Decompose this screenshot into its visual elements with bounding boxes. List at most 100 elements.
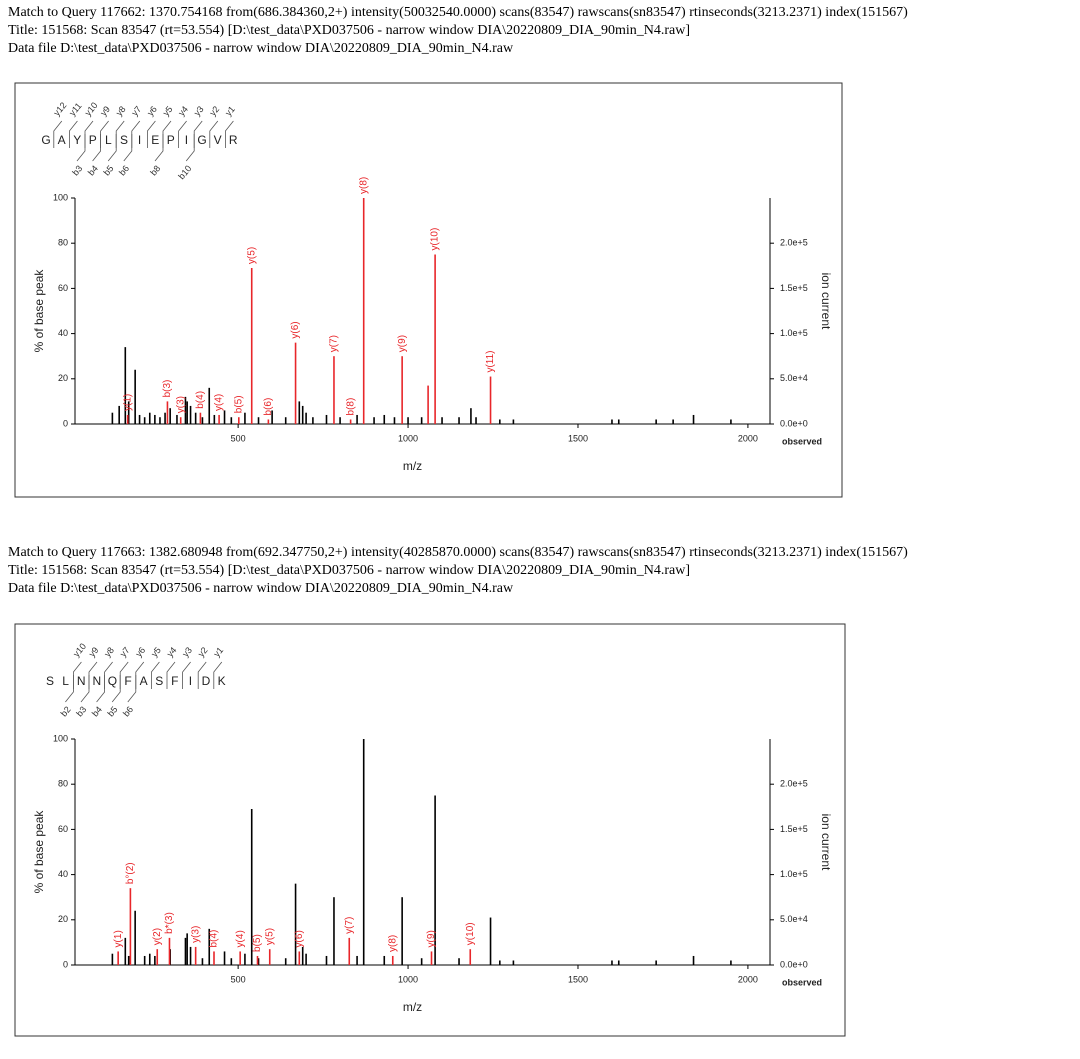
peak-label: y(3) — [175, 396, 186, 413]
b-ion-label: b5 — [101, 163, 115, 177]
x-tick-label: 1000 — [398, 974, 418, 984]
peak-label: y(5) — [264, 928, 275, 945]
y-ion-marker — [197, 661, 207, 689]
residue: G — [197, 133, 206, 147]
y-tick-label: 100 — [53, 192, 68, 202]
residue: A — [140, 674, 148, 688]
peak-label: y(10) — [430, 228, 441, 251]
y2-tick-label: 2.0e+5 — [780, 238, 808, 248]
residue: V — [214, 133, 222, 147]
b-ion-marker — [111, 675, 121, 703]
heading-line: Title: 151568: Scan 83547 (rt=53.554) [D… — [8, 23, 690, 38]
residue: L — [105, 133, 112, 147]
x-tick-label: 1500 — [568, 974, 588, 984]
peak-label: b(4) — [195, 391, 206, 409]
residue: S — [120, 133, 128, 147]
y2-tick-label: 1.5e+5 — [780, 824, 808, 834]
peak-label: y(5) — [246, 247, 257, 264]
residue: Y — [73, 133, 81, 147]
observed-label: observed — [782, 436, 822, 446]
residue: R — [229, 133, 238, 147]
y-ion-marker — [182, 661, 191, 689]
heading-line: Match to Query 117662: 1370.754168 from(… — [8, 5, 908, 20]
y2-tick-label: 5.0e+4 — [780, 373, 808, 383]
peak-label: y(10) — [465, 922, 476, 945]
peak-label: y(3) — [190, 926, 201, 943]
peak-label: y(1) — [113, 930, 124, 947]
y-tick-label: 80 — [58, 779, 68, 789]
x-tick-label: 1500 — [568, 433, 588, 443]
residue: K — [218, 674, 226, 688]
residue: G — [41, 133, 50, 147]
peak-label: y(7) — [344, 917, 355, 934]
peak-label: y(9) — [397, 335, 408, 352]
y-ion-marker — [225, 120, 234, 148]
y-tick-label: 0 — [63, 418, 68, 428]
y-tick-label: 20 — [58, 373, 68, 383]
residue: F — [171, 674, 178, 688]
x-axis-label: m/z — [403, 459, 422, 473]
b-ion-marker — [127, 675, 137, 703]
peak-label: b(3) — [162, 380, 173, 398]
b-ion-label: b4 — [86, 163, 100, 177]
peak-label: y(8) — [358, 177, 369, 194]
b-ion-marker — [92, 134, 101, 162]
peak-label: b(6) — [263, 398, 274, 416]
b-ion-label: b4 — [90, 704, 104, 718]
y-axis-label: % of base peak — [32, 269, 46, 353]
y-tick-label: 60 — [58, 824, 68, 834]
y-ion-marker — [166, 661, 176, 689]
b-ion-marker — [65, 675, 74, 703]
peak-label: y(6) — [290, 321, 301, 338]
heading-line: Data file D:\test_data\PXD037506 - narro… — [8, 41, 514, 56]
x-tick-label: 2000 — [738, 974, 758, 984]
y-axis-label: % of base peak — [32, 810, 46, 894]
x-axis-label: m/z — [403, 1000, 422, 1014]
y-ion-marker — [213, 661, 223, 689]
y2-tick-label: 1.5e+5 — [780, 283, 808, 293]
x-tick-label: 500 — [231, 433, 246, 443]
x-tick-label: 500 — [231, 974, 246, 984]
y-tick-label: 80 — [58, 238, 68, 248]
heading-line: Match to Query 117663: 1382.680948 from(… — [8, 545, 908, 560]
peak-label: y(11) — [485, 350, 496, 372]
b-ion-marker — [123, 134, 133, 162]
residue: D — [202, 674, 211, 688]
y-ion-marker — [178, 120, 187, 148]
b-ion-label: b3 — [70, 163, 84, 177]
b-ion-label: b6 — [117, 163, 131, 177]
b-ion-label: b2 — [59, 704, 73, 718]
b-ion-label: b5 — [105, 704, 119, 718]
chart-frame — [14, 623, 846, 1037]
residue: I — [185, 133, 188, 147]
b-ion-marker — [96, 675, 105, 703]
b-ion-marker — [80, 675, 90, 703]
peak-label: y(9) — [426, 930, 437, 947]
residue: E — [151, 133, 159, 147]
y-ion-marker — [53, 120, 63, 148]
y2-axis-label: ion current — [819, 273, 833, 330]
peak-label: b(8) — [345, 398, 356, 416]
y2-axis-label: ion current — [819, 814, 833, 871]
peak-label: y(1) — [122, 394, 133, 411]
y-tick-label: 40 — [58, 869, 68, 879]
x-tick-label: 2000 — [738, 433, 758, 443]
y-tick-label: 100 — [53, 733, 68, 743]
residue: N — [77, 674, 86, 688]
peak-label: b°(2) — [125, 862, 136, 884]
x-tick-label: 1000 — [398, 433, 418, 443]
y2-tick-label: 1.0e+5 — [780, 869, 808, 879]
y-ion-marker — [147, 120, 156, 148]
y2-tick-label: 1.0e+5 — [780, 328, 808, 338]
residue: A — [58, 133, 66, 147]
peak-label: b(5) — [233, 395, 244, 413]
b-ion-marker — [185, 134, 195, 162]
peak-label: y(4) — [214, 394, 225, 411]
residue: I — [189, 674, 192, 688]
y-tick-label: 20 — [58, 914, 68, 924]
residue: I — [138, 133, 141, 147]
y2-tick-label: 0.0e+0 — [780, 418, 808, 428]
